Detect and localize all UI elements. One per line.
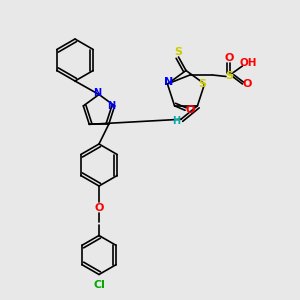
Text: S: S (198, 79, 206, 89)
Text: Cl: Cl (93, 280, 105, 290)
Text: O: O (186, 105, 195, 115)
Text: S: S (226, 71, 234, 82)
Text: O: O (242, 79, 252, 89)
Text: S: S (175, 46, 182, 57)
Text: O: O (225, 52, 234, 63)
Text: N: N (93, 88, 102, 98)
Text: OH: OH (240, 58, 257, 68)
Text: H: H (172, 116, 181, 126)
Text: N: N (107, 101, 115, 111)
Text: N: N (164, 77, 174, 88)
Text: O: O (94, 202, 104, 213)
